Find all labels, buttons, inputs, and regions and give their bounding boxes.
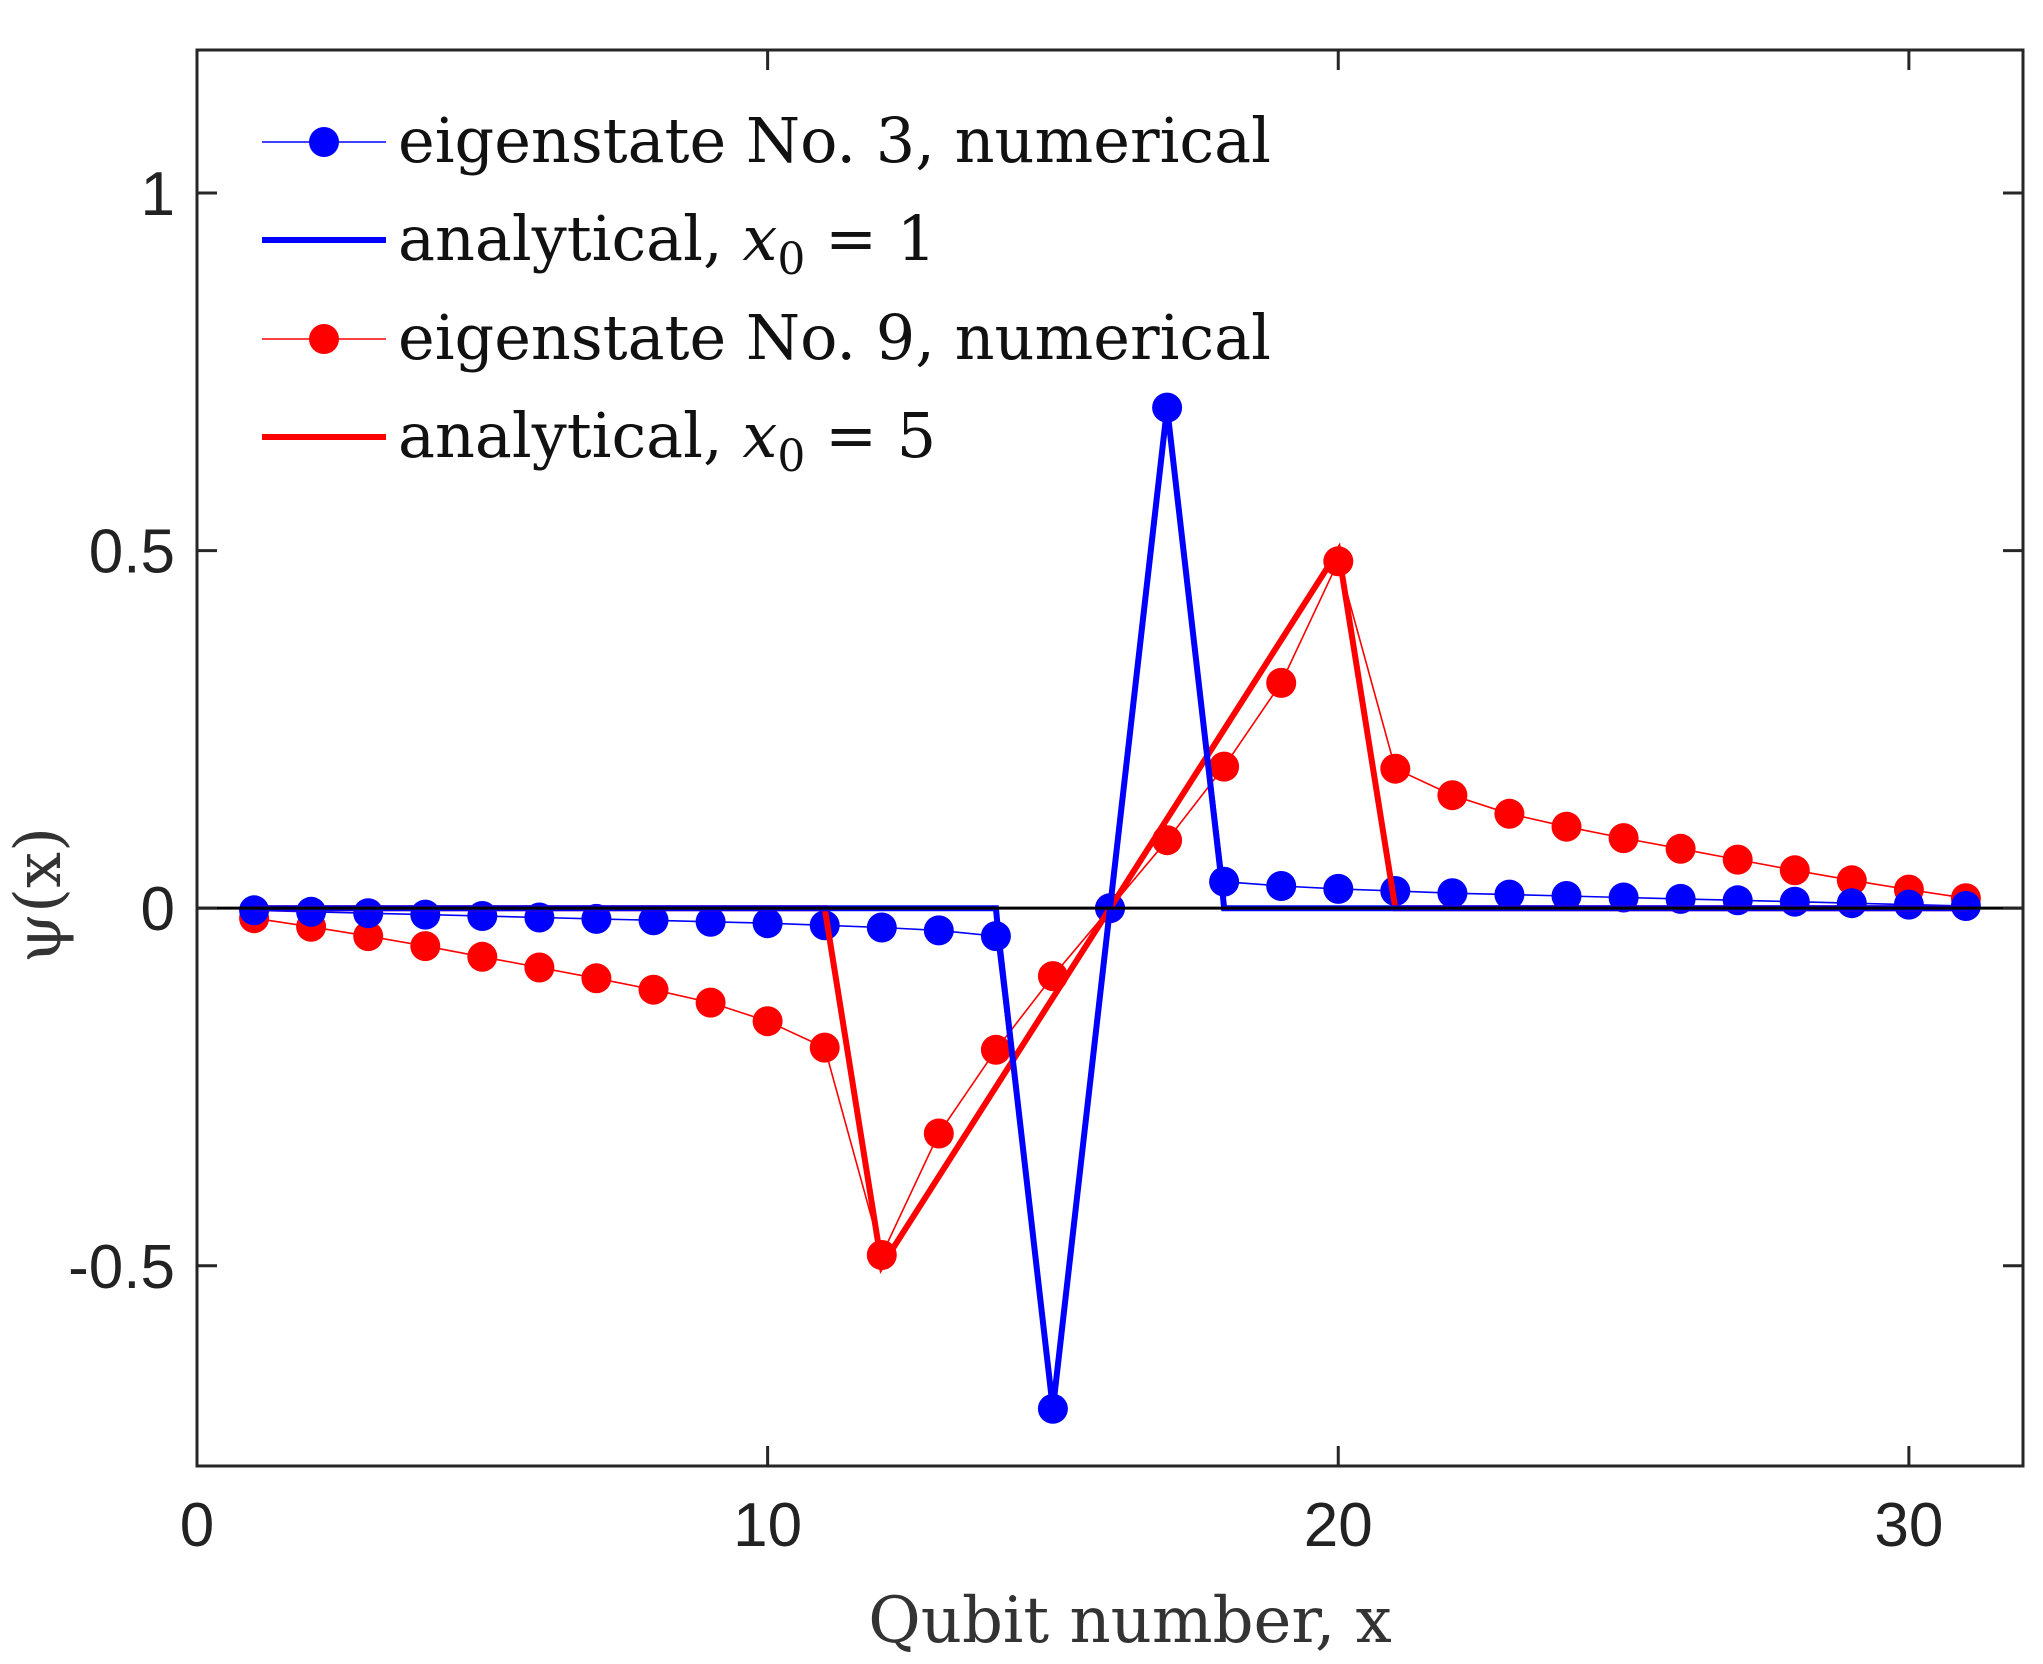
- y-tick-label: 0: [141, 875, 175, 944]
- data-point-series-1: [1779, 886, 1810, 917]
- x-tick-label: 30: [1874, 1491, 1943, 1560]
- y-tick-label: -0.5: [68, 1233, 175, 1302]
- data-point-series-1: [638, 905, 669, 936]
- data-point-series-1: [410, 899, 441, 930]
- data-point-series-1: [353, 898, 384, 929]
- x-tick-label: 0: [180, 1491, 214, 1560]
- data-point-series-3: [752, 1006, 783, 1037]
- legend-label-1: eigenstate No. 3, numerical: [398, 104, 1271, 177]
- data-point-series-3: [1380, 753, 1411, 784]
- data-point-series-1: [1323, 873, 1354, 904]
- data-point-series-3: [980, 1034, 1011, 1065]
- data-point-series-3: [1209, 751, 1240, 782]
- y-tick-label: 0.5: [89, 518, 175, 587]
- data-point-series-3: [923, 1118, 954, 1149]
- data-point-series-3: [1437, 780, 1468, 811]
- legend-marker-1: [309, 127, 339, 157]
- data-point-series-1: [1266, 871, 1297, 901]
- data-point-series-3: [467, 941, 498, 972]
- data-point-series-3: [1266, 667, 1297, 698]
- data-point-series-3: [1836, 865, 1867, 896]
- data-point-series-1: [752, 908, 783, 939]
- y-tick-label: 1: [141, 160, 175, 229]
- data-point-series-1: [1551, 881, 1582, 911]
- data-point-series-3: [1779, 855, 1810, 886]
- data-point-series-3: [524, 952, 555, 983]
- y-axis-label: ψ(x): [2, 827, 76, 963]
- data-point-series-3: [410, 931, 441, 962]
- data-point-series-1: [581, 903, 612, 934]
- data-point-series-1: [1494, 879, 1525, 910]
- data-point-series-1: [1608, 882, 1639, 913]
- legend-label-2: analytical, x0 = 1: [398, 202, 936, 285]
- data-point-series-3: [353, 921, 384, 952]
- x-tick-label: 10: [733, 1491, 802, 1560]
- legend: eigenstate No. 3, numerical analytical, x…: [262, 104, 1271, 482]
- data-point-series-3: [1722, 844, 1753, 875]
- plot-area: [197, 392, 2023, 1424]
- data-point-series-3: [1551, 811, 1582, 842]
- axis-tick-labels: 0 10 20 30 -0.5 0 0.5 1: [68, 160, 1943, 1560]
- x-axis-label: Qubit number, x: [868, 1584, 1392, 1658]
- legend-label-3: eigenstate No. 9, numerical: [398, 301, 1271, 374]
- data-point-series-3: [581, 963, 612, 994]
- legend-marker-3: [309, 324, 339, 354]
- data-point-series-3: [1665, 833, 1696, 864]
- legend-label-4: analytical, x0 = 5: [398, 399, 936, 482]
- data-point-series-1: [695, 906, 726, 937]
- data-point-series-1: [923, 915, 954, 946]
- data-point-series-3: [695, 987, 726, 1018]
- data-point-series-1: [1893, 889, 1924, 920]
- data-point-series-1: [296, 896, 327, 927]
- data-point-series-3: [809, 1032, 840, 1063]
- data-point-series-1: [1437, 878, 1468, 909]
- data-point-series-1: [1836, 888, 1867, 919]
- data-point-series-1: [866, 912, 897, 943]
- x-tick-label: 20: [1304, 1491, 1373, 1560]
- data-point-series-3: [1608, 823, 1639, 854]
- axes-frame: [195, 48, 2025, 1468]
- data-point-series-3: [638, 974, 669, 1005]
- data-point-series-3: [1494, 798, 1525, 829]
